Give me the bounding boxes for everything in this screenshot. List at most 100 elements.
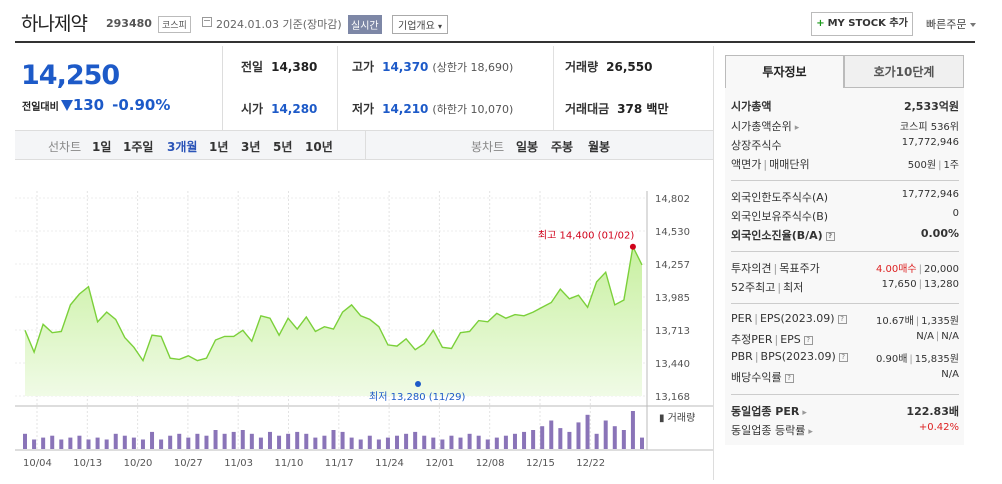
row-shares: 상장주식수 17,772,946 — [731, 137, 959, 152]
row-cap-rank[interactable]: 시가총액순위 ▸ 코스피 536위 — [731, 120, 959, 133]
period-1y[interactable]: 1년 — [209, 140, 229, 154]
volume-bar — [77, 435, 82, 449]
help-icon[interactable]: ? — [825, 232, 835, 241]
period-1d[interactable]: 1일 — [92, 140, 112, 154]
help-icon[interactable]: ? — [784, 374, 794, 383]
volume-bar — [367, 435, 372, 449]
volume-bar — [131, 437, 136, 449]
volume-bar — [104, 439, 109, 449]
y-tick-label: 13,168 — [655, 392, 690, 403]
calendar-icon — [202, 17, 212, 27]
chevron-right-icon: ▸ — [794, 123, 800, 133]
period-3y[interactable]: 3년 — [241, 140, 261, 154]
stat-high: 고가 14,370 (상한가 18,690) — [352, 60, 514, 74]
low-marker — [415, 381, 421, 387]
high-label: 최고 14,400 (01/02) — [538, 230, 634, 242]
price-chart[interactable]: 14,802 14,530 14,257 13,985 13,713 13,440 13,1… — [15, 161, 713, 480]
volume-bar — [458, 437, 463, 449]
candle-weekly[interactable]: 주봉 — [551, 140, 574, 154]
x-tick-label: 11/10 — [275, 458, 304, 469]
volume-bar — [612, 426, 617, 449]
candle-daily[interactable]: 일봉 — [516, 140, 539, 154]
market-badge: 코스피 — [158, 16, 191, 33]
volume-bar — [186, 437, 191, 449]
period-5y[interactable]: 5년 — [273, 140, 293, 154]
volume-bar — [68, 437, 73, 449]
x-tick-label: 10/13 — [73, 458, 102, 469]
volume-bar — [32, 439, 37, 449]
volume-bar — [50, 435, 55, 449]
y-tick-label: 13,440 — [655, 359, 690, 370]
volume-bar — [594, 433, 599, 449]
row-foreign-hold: 외국인보유주식수(B) 0 — [731, 208, 959, 223]
help-icon[interactable]: ? — [838, 353, 848, 362]
volume-bar — [231, 431, 236, 449]
volume-bar — [621, 430, 626, 449]
volume-bar — [503, 435, 508, 449]
volume-bar — [240, 430, 245, 449]
row-sector-per[interactable]: 동일업종 PER ▸ 122.83배 — [731, 405, 959, 418]
row-sector-rate[interactable]: 동일업종 등락률 ▸ +0.42% — [731, 422, 959, 437]
row-face-value: 액면가 | 매매단위 500원 | 1주 — [731, 158, 959, 171]
y-tick-label: 14,802 — [655, 194, 690, 205]
volume-bar — [494, 437, 499, 449]
row-market-cap: 시가총액 2,533억원 — [731, 100, 959, 113]
chevron-right-icon: ▸ — [808, 427, 813, 437]
volume-bar — [340, 431, 345, 449]
volume-bar — [195, 433, 200, 449]
stat-prev-close: 전일 14,380 — [241, 60, 318, 74]
chart-toolbar: 선차트 1일 1주일 3개월 1년 3년 5년 10년 봉차트 일봉 주봉 월봉 — [15, 130, 713, 160]
period-10y[interactable]: 10년 — [305, 140, 333, 154]
price-box: 14,250 전일대비 130 -0.90% — [15, 46, 223, 130]
mystock-add-button[interactable]: + MY STOCK 추가 — [811, 12, 913, 36]
x-tick-label: 10/04 — [23, 458, 52, 469]
volume-bar — [277, 435, 282, 449]
quick-order-button[interactable]: 빠른주문 — [926, 16, 976, 32]
volume-bar — [113, 433, 118, 449]
x-tick-label: 12/01 — [425, 458, 454, 469]
panel-divider — [713, 46, 714, 480]
volume-bar — [485, 439, 490, 449]
period-3m[interactable]: 3개월 — [167, 140, 198, 154]
row-opinion: 투자의견 | 목표주가 4.00매수 | 20,000 — [731, 262, 959, 275]
volume-bar — [376, 439, 381, 449]
row-52week: 52주최고 | 최저 17,650 | 13,280 — [731, 279, 959, 294]
x-tick-label: 11/17 — [325, 458, 354, 469]
candle-monthly[interactable]: 월봉 — [588, 140, 611, 154]
row-per-eps: PER | EPS(2023.09)? 10.67배 | 1,335원 — [731, 312, 959, 327]
y-tick-label: 13,985 — [655, 293, 690, 304]
volume-bar — [385, 437, 390, 449]
volume-bar — [404, 433, 409, 449]
stock-name: 하나제약 — [21, 13, 88, 35]
stat-open: 시가 14,280 — [241, 102, 318, 116]
volume-bar — [422, 435, 427, 449]
help-icon[interactable]: ? — [837, 315, 847, 324]
tab-invest-info[interactable]: 투자정보 — [725, 55, 844, 88]
period-1w[interactable]: 1주일 — [123, 140, 154, 154]
tab-hoga-10[interactable]: 호가10단계 — [844, 55, 964, 88]
volume-bar — [395, 435, 400, 449]
help-icon[interactable]: ? — [803, 336, 813, 345]
y-tick-label: 14,257 — [655, 260, 690, 271]
volume-bar — [122, 435, 127, 449]
divider — [731, 251, 959, 252]
volume-bar — [567, 431, 572, 449]
volume-bar — [168, 435, 173, 449]
volume-bar — [349, 437, 354, 449]
x-tick-label: 11/24 — [375, 458, 404, 469]
volume-bar — [440, 439, 445, 449]
volume-bar — [295, 431, 300, 449]
y-tick-label: 13,713 — [655, 326, 690, 337]
divider — [731, 180, 959, 181]
volume-bar — [603, 420, 608, 449]
volume-bar — [140, 439, 145, 449]
volume-bar — [177, 433, 182, 449]
volume-bar — [467, 433, 472, 449]
chevron-down-icon: ▾ — [438, 22, 443, 31]
volume-bar — [431, 437, 436, 449]
line-chart-label: 선차트 — [48, 140, 82, 154]
invest-info-panel — [725, 55, 964, 445]
volume-bar — [86, 439, 91, 449]
realtime-badge[interactable]: 실시간 — [348, 15, 382, 34]
company-info-dropdown[interactable]: 기업개요 ▾ — [392, 15, 449, 34]
